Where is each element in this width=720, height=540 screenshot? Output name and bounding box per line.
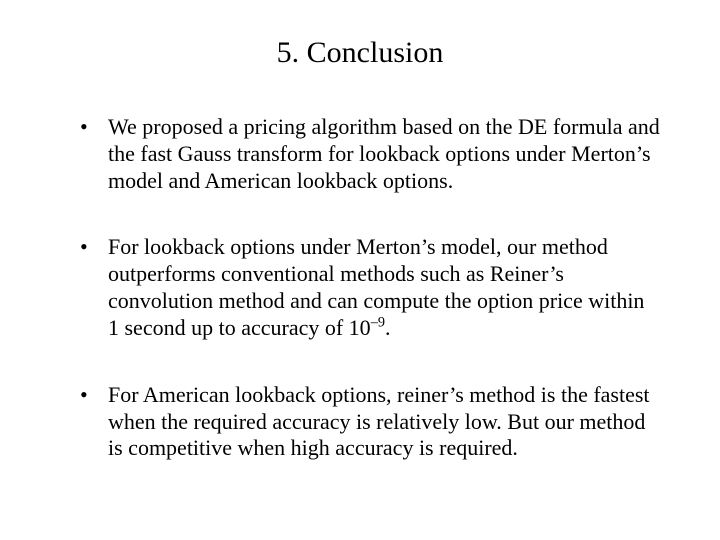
- slide: 5. Conclusion We proposed a pricing algo…: [0, 0, 720, 540]
- bullet-text: We proposed a pricing algorithm based on…: [108, 114, 660, 193]
- superscript: –9: [371, 315, 385, 331]
- bullet-text-suffix: .: [385, 315, 391, 340]
- list-item: For American lookback options, reiner’s …: [80, 382, 660, 462]
- list-item: We proposed a pricing algorithm based on…: [80, 114, 660, 194]
- list-item: For lookback options under Merton’s mode…: [80, 234, 660, 341]
- bullet-list: We proposed a pricing algorithm based on…: [80, 114, 660, 462]
- bullet-text: For American lookback options, reiner’s …: [108, 382, 650, 461]
- slide-title: 5. Conclusion: [50, 36, 670, 70]
